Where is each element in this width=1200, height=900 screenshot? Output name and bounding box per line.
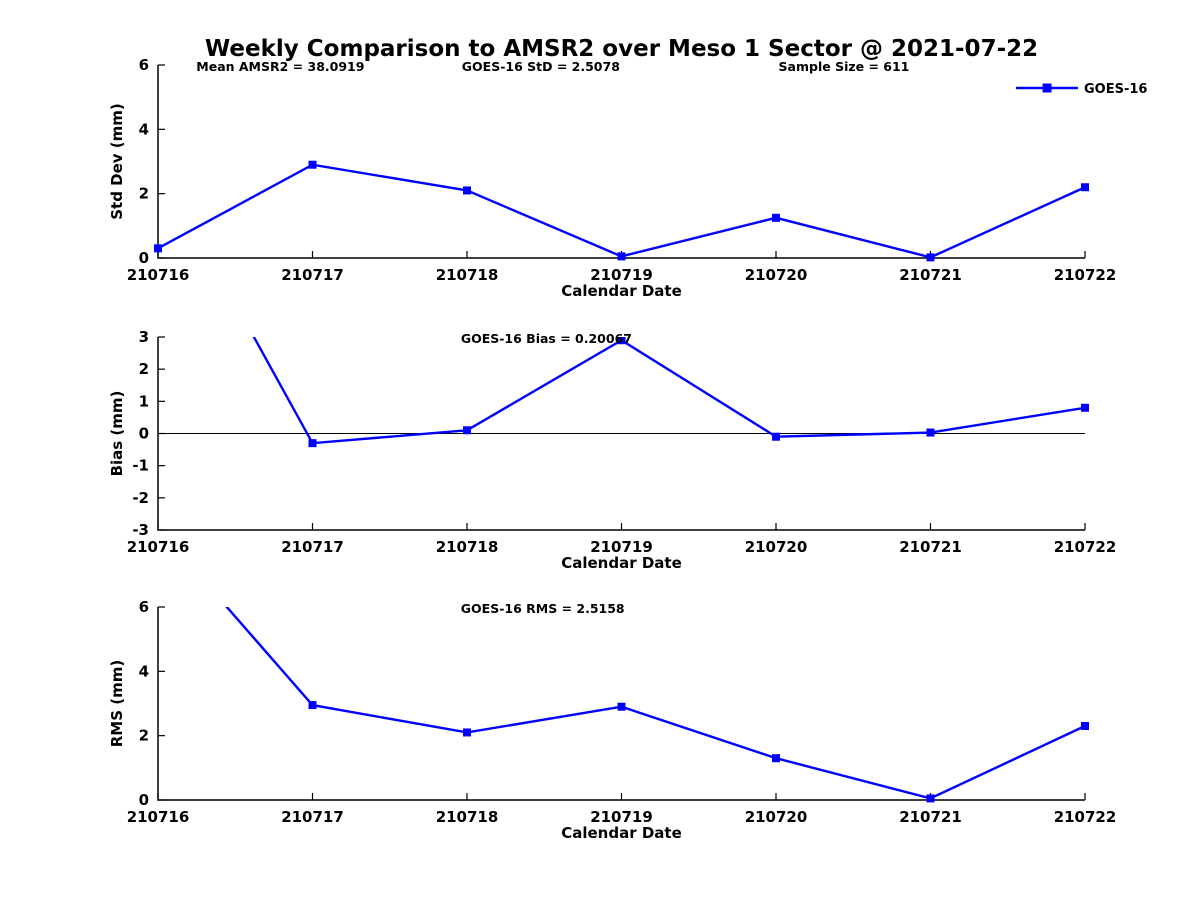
y-tick-label: -2 — [132, 489, 149, 507]
series-goes-16 — [154, 160, 1089, 262]
annotation-text: GOES-16 RMS = 2.5158 — [461, 601, 625, 616]
x-tick-label: 210719 — [590, 808, 653, 826]
x-tick-label: 210721 — [899, 808, 962, 826]
series-goes-16 — [252, 337, 1089, 448]
x-tick-label: 210721 — [899, 266, 962, 284]
y-tick-label: -1 — [132, 457, 149, 475]
data-point-marker — [154, 244, 162, 253]
data-point-marker — [926, 428, 935, 437]
x-tick-label: 210718 — [436, 808, 499, 826]
x-axis-label: Calendar Date — [561, 554, 682, 572]
legend-label: GOES-16 — [1084, 82, 1147, 97]
x-tick-label: 210716 — [127, 266, 190, 284]
y-tick-label: 0 — [139, 425, 149, 443]
legend-marker-icon — [1042, 83, 1052, 93]
annotation-text: GOES-16 Bias = 0.20067 — [461, 331, 632, 346]
data-point-marker — [617, 252, 626, 261]
x-tick-label: 210720 — [745, 808, 808, 826]
annotation-text: GOES-16 StD = 2.5078 — [462, 59, 620, 74]
y-axis-label: Std Dev (mm) — [108, 103, 126, 220]
x-tick-label: 210719 — [590, 538, 653, 556]
data-point-marker — [772, 432, 780, 441]
data-point-marker — [463, 728, 471, 737]
x-tick-label: 210716 — [127, 808, 190, 826]
y-tick-label: 2 — [139, 727, 149, 745]
y-tick-label: 0 — [139, 791, 149, 809]
legend: GOES-16 — [1016, 82, 1147, 97]
data-point-marker — [772, 213, 780, 222]
data-point-marker — [1081, 183, 1089, 192]
y-tick-label: 2 — [139, 185, 149, 203]
data-point-marker — [308, 439, 317, 448]
data-line — [252, 337, 1086, 445]
y-tick-label: 3 — [139, 328, 149, 346]
x-tick-label: 210722 — [1054, 538, 1117, 556]
x-tick-label: 210717 — [281, 808, 344, 826]
data-point-marker — [463, 186, 471, 195]
y-tick-label: 4 — [139, 662, 149, 680]
x-tick-label: 210722 — [1054, 808, 1117, 826]
y-tick-label: 2 — [139, 360, 149, 378]
y-tick-label: 6 — [139, 598, 149, 616]
x-tick-label: 210717 — [281, 266, 344, 284]
x-axis-label: Calendar Date — [561, 282, 682, 300]
subplot-rms: 0 2 4 6 210716 210717 210718 210719 210720 210721… — [108, 598, 1117, 842]
axes-frame — [157, 65, 1085, 259]
y-tick-label: -3 — [132, 521, 149, 539]
x-tick-label: 210720 — [745, 266, 808, 284]
x-tick-label: 210720 — [745, 538, 808, 556]
y-axis-label: Bias (mm) — [108, 391, 126, 477]
data-point-marker — [1081, 722, 1089, 731]
data-point-marker — [463, 426, 471, 435]
x-tick-label: 210721 — [899, 538, 962, 556]
series-goes-16 — [225, 607, 1089, 803]
subplot-std-dev: 0 2 4 6 210716 210717 210718 210719 210720 210721… — [108, 56, 1116, 300]
x-tick-label: 210718 — [436, 266, 499, 284]
data-line — [157, 163, 1086, 259]
y-tick-label: 4 — [139, 120, 149, 138]
x-tick-label: 210716 — [127, 538, 190, 556]
y-tick-label: 1 — [139, 392, 149, 410]
data-point-marker — [772, 754, 780, 763]
x-tick-label: 210719 — [590, 266, 653, 284]
data-point-marker — [617, 337, 626, 345]
x-axis-label: Calendar Date — [561, 824, 682, 842]
data-point-marker — [308, 701, 317, 710]
data-point-marker — [617, 702, 626, 711]
x-tick-label: 210722 — [1054, 266, 1117, 284]
data-point-marker — [926, 794, 935, 803]
y-tick-label: 6 — [139, 56, 149, 74]
data-point-marker — [308, 160, 317, 169]
y-tick-label: 0 — [139, 249, 149, 267]
x-tick-label: 210717 — [281, 538, 344, 556]
annotation-text: Sample Size = 611 — [779, 59, 910, 74]
data-point-marker — [1081, 403, 1089, 412]
data-point-marker — [926, 253, 935, 262]
annotation-text: Mean AMSR2 = 38.0919 — [196, 59, 364, 74]
x-tick-label: 210718 — [436, 538, 499, 556]
figure-title: Weekly Comparison to AMSR2 over Meso 1 S… — [205, 36, 1038, 62]
y-axis-label: RMS (mm) — [108, 660, 126, 747]
